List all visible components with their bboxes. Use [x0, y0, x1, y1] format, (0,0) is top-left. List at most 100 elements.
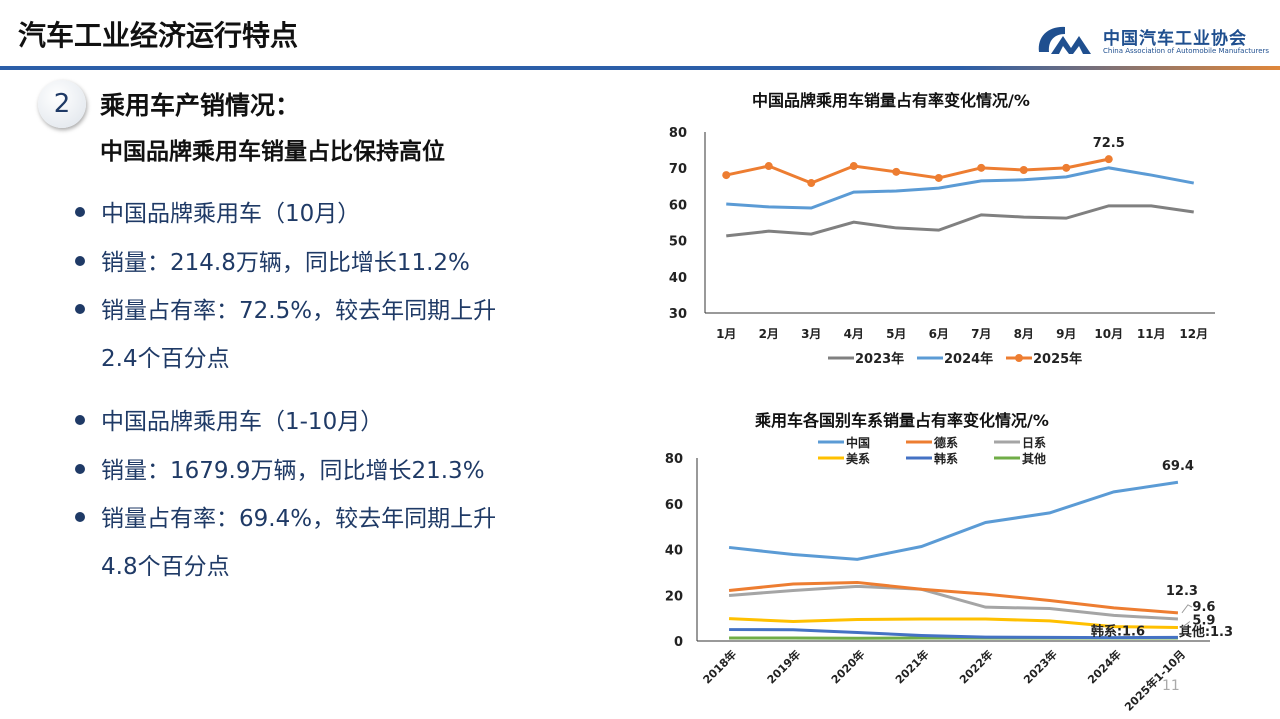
- data-point: [934, 173, 943, 182]
- bullet-text: 中国品牌乘用车（10月）: [101, 201, 361, 227]
- series-line-日系: [728, 584, 1179, 621]
- x-tick-label: 6月: [929, 327, 949, 341]
- y-tick-label: 0: [674, 635, 683, 650]
- x-tick-label: 2月: [759, 327, 779, 341]
- y-tick-label: 40: [665, 544, 683, 559]
- bullet-item: 中国品牌乘用车（10月）: [75, 194, 360, 228]
- section-subheading: 中国品牌乘用车销量占比保持高位: [100, 139, 445, 165]
- series-line-德系: [728, 580, 1179, 615]
- bullet-item: 销量：214.8万辆，同比增长11.2%: [75, 243, 470, 277]
- bullet-dot-icon: [75, 414, 85, 425]
- bullet-item: 中国品牌乘用车（1-10月）: [75, 402, 383, 436]
- data-label: 9.6: [1192, 600, 1215, 615]
- series-line-2024年: [726, 166, 1195, 210]
- chart2-title: 乘用车各国别车系销量占有率变化情况/%: [755, 411, 1049, 430]
- y-tick-label: 60: [665, 498, 683, 513]
- y-tick-label: 50: [669, 235, 687, 250]
- x-tick-label: 2020年: [828, 647, 867, 686]
- leader-line: [1181, 604, 1193, 614]
- section-number: 2: [38, 80, 86, 128]
- data-point: [1104, 155, 1113, 164]
- legend-label: 其他: [1022, 451, 1046, 466]
- bullet-dot-icon: [75, 255, 85, 266]
- series-line-中国: [728, 480, 1179, 561]
- y-tick-label: 80: [669, 126, 687, 141]
- legend-label: 2025年: [1033, 351, 1082, 367]
- x-tick-label: 3月: [801, 327, 821, 341]
- y-tick-label: 40: [669, 271, 687, 286]
- data-label: 69.4: [1162, 459, 1194, 474]
- chart1-brand-share: 30 40 50 60 70 80 1月 2月 3月 4月 5月 6月 7月 8月 9月 10月 11月 12月 7…: [669, 126, 1215, 367]
- series-line-美系: [728, 617, 1178, 630]
- caam-logo: 中国汽车工业协会 China Association of Automobile…: [1035, 24, 1269, 64]
- logo-text-cn: 中国汽车工业协会: [1103, 29, 1247, 49]
- bullet-text: 销量占有率：72.5%，较去年同期上升: [101, 298, 497, 324]
- bullet-item: 销量占有率：69.4%，较去年同期上升: [75, 499, 496, 533]
- bullet-text: 销量：214.8万辆，同比增长11.2%: [101, 250, 470, 276]
- logo-text-en: China Association of Automobile Manufact…: [1103, 47, 1270, 55]
- legend-label: 德系: [934, 435, 958, 450]
- bullet-dot-icon: [75, 463, 85, 474]
- x-tick-label: 2022年: [956, 647, 995, 686]
- data-label: 72.5: [1093, 136, 1125, 151]
- page-number: 11: [1162, 678, 1180, 694]
- bullet-continuation: 4.8个百分点: [101, 554, 230, 580]
- x-tick-label: 12月: [1179, 327, 1208, 341]
- x-tick-label: 1月: [716, 327, 736, 341]
- bullet-text: 销量占有率：69.4%，较去年同期上升: [101, 506, 497, 532]
- bullet-dot-icon: [75, 206, 85, 217]
- series-line-2025年: [725, 157, 1110, 185]
- data-point: [977, 163, 986, 172]
- data-point: [722, 171, 731, 180]
- y-tick-label: 80: [665, 452, 683, 467]
- x-tick-label: 9月: [1056, 327, 1076, 341]
- series-line-2023年: [726, 204, 1194, 238]
- bullet-item: 销量：1679.9万辆，同比增长21.3%: [75, 451, 485, 485]
- y-tick-label: 30: [669, 307, 687, 322]
- y-tick-label: 70: [669, 162, 687, 177]
- chart2-country-share: 0 20 40 60 80 2018年 2019年 2020年 2021年 2022年 2023年 2…: [665, 435, 1233, 714]
- x-tick-label: 2019年: [764, 647, 803, 686]
- data-label: 12.3: [1166, 584, 1198, 599]
- x-tick-label: 2023年: [1020, 647, 1059, 686]
- bullet-continuation: 2.4个百分点: [101, 346, 230, 372]
- series-line-韩系: [729, 628, 1178, 640]
- caam-logo-icon: [1038, 26, 1091, 54]
- bullet-dot-icon: [75, 511, 85, 522]
- data-point: [1062, 163, 1071, 172]
- bullet-dot-icon: [75, 303, 85, 314]
- page-title: 汽车工业经济运行特点: [18, 19, 299, 52]
- leader-line: [1181, 621, 1191, 628]
- legend-label: 韩系: [934, 451, 958, 466]
- legend-label: 2023年: [855, 351, 904, 367]
- legend-label: 日系: [1022, 435, 1046, 450]
- x-tick-label: 8月: [1014, 327, 1034, 341]
- x-tick-label: 5月: [886, 327, 906, 341]
- data-label: 5.9: [1192, 614, 1215, 629]
- x-tick-label: 7月: [971, 327, 991, 341]
- x-tick-label: 10月: [1094, 327, 1123, 341]
- bullet-item: 销量占有率：72.5%，较去年同期上升: [75, 291, 496, 325]
- legend-label: 中国: [846, 435, 870, 450]
- header-divider: [0, 66, 1280, 70]
- data-point: [1019, 166, 1028, 175]
- bullet-text: 中国品牌乘用车（1-10月）: [101, 409, 384, 435]
- legend-marker: [1015, 354, 1023, 362]
- x-tick-label: 4月: [844, 327, 864, 341]
- x-tick-label: 2024年: [1085, 647, 1124, 686]
- x-tick-label: 11月: [1137, 327, 1166, 341]
- x-tick-label: 2018年: [700, 647, 739, 686]
- data-label: 其他:1.3: [1179, 624, 1233, 640]
- bullet-text: 销量：1679.9万辆，同比增长21.3%: [101, 458, 485, 484]
- section-heading: 乘用车产销情况：: [100, 91, 301, 120]
- chart1-title: 中国品牌乘用车销量占有率变化情况/%: [752, 91, 1030, 110]
- x-tick-label: 2021年: [892, 647, 931, 686]
- data-label: 韩系:1.6: [1091, 623, 1145, 639]
- data-point: [807, 179, 816, 188]
- data-point: [892, 167, 901, 176]
- data-point: [849, 162, 858, 171]
- legend-label: 美系: [846, 451, 870, 466]
- y-tick-label: 60: [669, 198, 687, 213]
- legend-label: 2024年: [944, 351, 993, 367]
- y-tick-label: 20: [665, 589, 683, 604]
